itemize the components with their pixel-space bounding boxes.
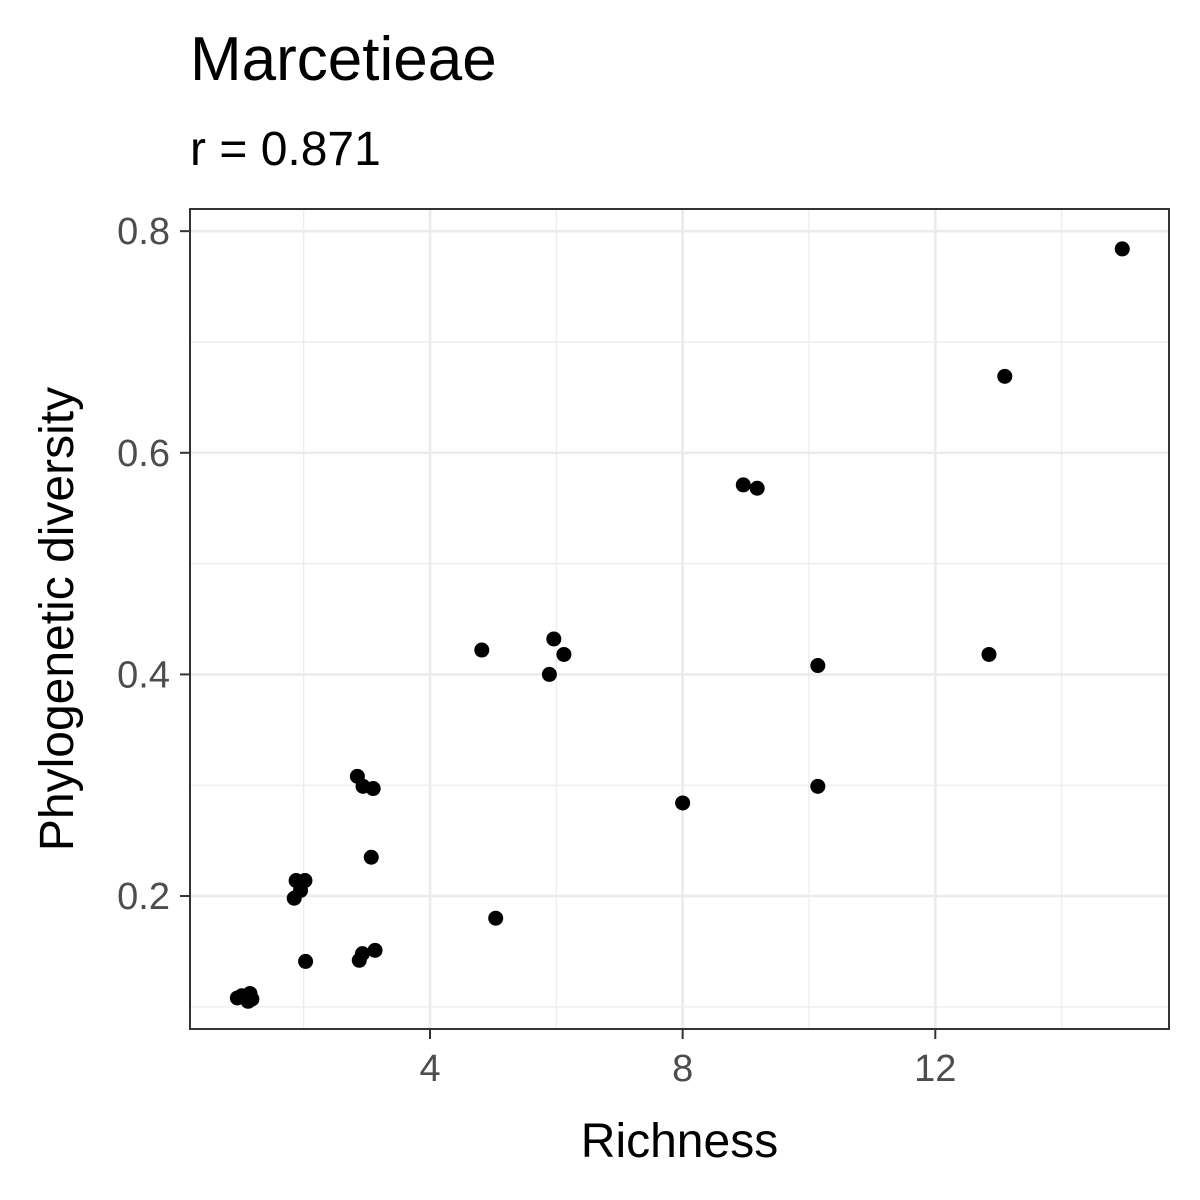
y-tick-label: 0.4 xyxy=(117,654,170,696)
data-point xyxy=(810,658,826,674)
y-tick-label: 0.2 xyxy=(117,876,170,918)
chart-subtitle: r = 0.871 xyxy=(190,123,381,176)
chart-title: Marcetieae xyxy=(190,25,497,94)
y-axis: 0.2 0.4 0.6 0.8 xyxy=(117,211,190,918)
data-point xyxy=(367,942,383,958)
x-tick-label: 12 xyxy=(914,1048,956,1090)
x-axis-title: Richness xyxy=(581,1115,778,1168)
data-point xyxy=(354,946,370,962)
data-point xyxy=(735,477,751,493)
data-points xyxy=(229,241,1130,1009)
data-point xyxy=(297,873,313,889)
data-point xyxy=(675,795,691,811)
x-tick-label: 4 xyxy=(419,1048,440,1090)
y-tick-label: 0.6 xyxy=(117,433,170,475)
data-point xyxy=(541,666,557,682)
plot-panel-border xyxy=(189,208,1170,1030)
data-point xyxy=(810,778,826,794)
data-point xyxy=(365,781,381,797)
data-point xyxy=(240,993,256,1009)
major-gridlines xyxy=(190,209,1169,1029)
data-point xyxy=(546,631,562,647)
x-tick-label: 8 xyxy=(672,1048,693,1090)
data-point xyxy=(298,953,314,969)
data-point xyxy=(997,368,1013,384)
data-point xyxy=(474,642,490,658)
minor-gridlines xyxy=(190,209,1169,1029)
x-axis: 4 8 12 xyxy=(419,1029,956,1090)
y-tick-label: 0.8 xyxy=(117,211,170,253)
data-point xyxy=(363,849,379,865)
data-point xyxy=(556,646,572,662)
data-point xyxy=(488,910,504,926)
y-axis-title: Phylogenetic diversity xyxy=(31,387,84,851)
data-point xyxy=(1114,241,1130,257)
data-point xyxy=(749,480,765,496)
data-point xyxy=(981,646,997,662)
